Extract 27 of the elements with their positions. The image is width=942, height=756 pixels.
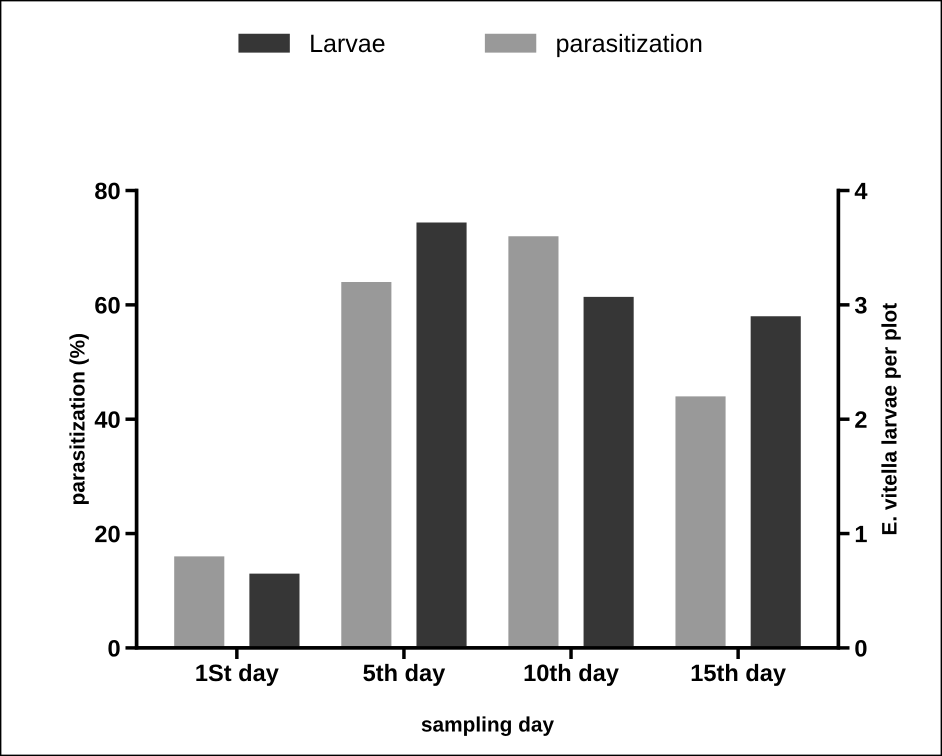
y-axis-title: parasitization (%)	[69, 334, 89, 504]
bar	[249, 574, 300, 648]
bar	[584, 296, 634, 648]
x-tick-label: 1St day	[196, 664, 279, 686]
bar	[174, 556, 224, 648]
bar	[675, 396, 726, 648]
y2-tick-label: 4	[854, 182, 868, 200]
bar	[508, 236, 558, 648]
y-tick-label: 60	[95, 296, 120, 314]
bar	[341, 282, 392, 648]
y-tick-label: 20	[95, 526, 120, 542]
bar	[750, 316, 801, 648]
y2-tick-label: 3	[854, 296, 867, 314]
y2-axis-title: E. vitella larvae per plot	[881, 303, 901, 534]
y2-tick-label: 0	[855, 640, 867, 657]
legend-label: Larvae	[311, 34, 384, 52]
legend-label: parasitization	[557, 34, 702, 58]
x-tick-label: 15th day	[692, 664, 786, 686]
y-tick-label: 40	[94, 411, 120, 428]
x-tick-label: 10th day	[524, 664, 619, 686]
y-tick-label: 0	[108, 640, 120, 657]
y2-tick-label: 1	[856, 526, 867, 542]
y2-tick-label: 2	[855, 411, 867, 428]
x-axis-title: sampling day	[422, 716, 554, 736]
x-tick-label: 5th day	[363, 664, 446, 686]
bar	[416, 222, 467, 648]
y-tick-label: 80	[95, 182, 120, 200]
